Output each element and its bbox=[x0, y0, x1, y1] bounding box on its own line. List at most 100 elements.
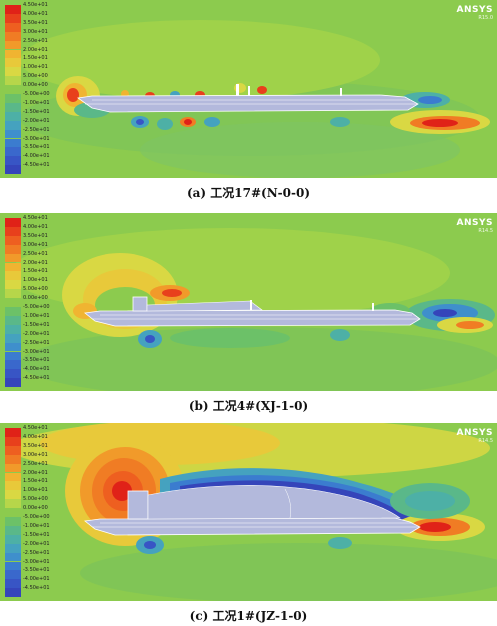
legend-label: -1.50e+01 bbox=[23, 321, 50, 328]
legend-swatch bbox=[5, 333, 21, 343]
legend-entry: 2.50e+01 bbox=[5, 461, 57, 476]
legend-swatch bbox=[5, 552, 21, 562]
contour-panel-b: 4.50e+01 4.00e+01 3.50e+01 3.00e+01 2.50e+01… bbox=[0, 213, 497, 391]
contour-plot-a bbox=[0, 0, 497, 178]
legend-label: -4.50e+01 bbox=[23, 375, 50, 382]
legend-swatch bbox=[5, 534, 21, 544]
ansys-brand: ANSYS bbox=[456, 218, 493, 228]
legend-label: 0.00e+00 bbox=[23, 295, 48, 302]
legend-entry: 3.50e+01 bbox=[5, 232, 57, 248]
legend-swatch bbox=[5, 85, 21, 94]
legend-label: -3.00e+01 bbox=[23, 558, 50, 565]
ansys-version: R14.5 bbox=[478, 438, 493, 444]
legend-swatch bbox=[5, 360, 21, 370]
legend-swatch bbox=[5, 147, 21, 157]
contour-panel-c: 4.50e+01 4.00e+01 3.50e+01 3.00e+01 2.50e+01… bbox=[0, 423, 497, 601]
legend-entry: 2.50e+01 bbox=[5, 38, 57, 53]
legend-entry: -3.00e+01 bbox=[5, 349, 57, 364]
legend-swatch bbox=[5, 561, 21, 571]
legend-entry: 5.00e+00 bbox=[5, 496, 57, 511]
legend-entry: 1.50e+01 bbox=[5, 478, 57, 493]
ansys-brand: ANSYS bbox=[456, 428, 493, 438]
contour-panel-a: 4.50e+01 4.00e+01 3.50e+01 3.00e+01 2.50e+01… bbox=[0, 0, 497, 178]
ansys-version: R15.0 bbox=[478, 15, 493, 21]
legend-label: -5.00e+00 bbox=[23, 514, 50, 520]
legend-entry: -4.00e+01 bbox=[5, 576, 57, 591]
legend-entry: 1.00e+01 bbox=[5, 64, 57, 79]
legend-entry: 4.50e+01 bbox=[5, 425, 57, 440]
legend-swatch bbox=[5, 454, 21, 464]
legend-entry: 3.50e+01 bbox=[5, 443, 57, 458]
legend-entry: 2.00e+01 bbox=[5, 470, 57, 485]
legend-swatch bbox=[5, 579, 21, 589]
legend-swatch bbox=[5, 58, 21, 68]
legend-entry: -4.50e+01 bbox=[5, 162, 57, 177]
legend-swatch bbox=[5, 517, 21, 526]
legend-swatch bbox=[5, 298, 21, 307]
legend-label: 4.00e+01 bbox=[23, 433, 48, 440]
legend-entry: 1.50e+01 bbox=[5, 55, 57, 70]
color-legend: 4.50e+01 4.00e+01 3.50e+01 3.00e+01 2.50e+01… bbox=[5, 215, 57, 390]
color-legend: 4.50e+01 4.00e+01 3.50e+01 3.00e+01 2.50e+01… bbox=[5, 2, 57, 177]
legend-entry: -1.50e+01 bbox=[5, 321, 57, 337]
legend-entry: 3.00e+01 bbox=[5, 241, 57, 257]
legend-swatch bbox=[5, 351, 21, 361]
legend-entry: -2.00e+01 bbox=[5, 331, 57, 346]
legend-label: -4.50e+01 bbox=[23, 162, 50, 169]
legend-entry: 1.00e+01 bbox=[5, 277, 57, 292]
legend-swatch bbox=[5, 67, 21, 77]
legend-swatch bbox=[5, 165, 21, 175]
legend-swatch bbox=[5, 40, 21, 50]
legend-entry: -4.50e+01 bbox=[5, 375, 57, 390]
legend-entry: -3.50e+01 bbox=[5, 357, 57, 372]
legend-label: 3.50e+01 bbox=[23, 232, 48, 239]
legend-label: 1.00e+01 bbox=[23, 277, 48, 284]
legend-entry: -4.50e+01 bbox=[5, 585, 57, 600]
legend-label: -2.00e+01 bbox=[23, 540, 50, 547]
legend-entry: 2.50e+01 bbox=[5, 250, 57, 266]
legend-swatch bbox=[5, 481, 21, 491]
legend-swatch bbox=[5, 218, 21, 227]
legend-swatch bbox=[5, 244, 21, 254]
legend-swatch bbox=[5, 280, 21, 290]
legend-swatch bbox=[5, 129, 21, 139]
legend-entry: -1.50e+01 bbox=[5, 109, 57, 124]
legend-entry: 0.00e+00 bbox=[5, 505, 57, 520]
legend-swatch bbox=[5, 499, 21, 509]
legend-label: 5.00e+00 bbox=[23, 496, 48, 503]
legend-swatch bbox=[5, 120, 21, 130]
caption-b: (b) 工况4#(XJ-1-0) bbox=[188, 399, 309, 413]
legend-label: -3.50e+01 bbox=[23, 567, 50, 574]
legend-label: -5.00e+00 bbox=[23, 304, 50, 310]
legend-label: -1.50e+01 bbox=[23, 531, 50, 538]
legend-label: 2.50e+01 bbox=[23, 250, 48, 257]
legend-label: 4.50e+01 bbox=[23, 2, 48, 8]
legend-entry: -1.00e+01 bbox=[5, 313, 57, 328]
legend-swatch bbox=[5, 22, 21, 32]
legend-label: 4.50e+01 bbox=[23, 215, 48, 221]
legend-swatch bbox=[5, 111, 21, 121]
legend-swatch bbox=[5, 490, 21, 500]
legend-swatch bbox=[5, 378, 21, 388]
ansys-logo: ANSYS R14.5 bbox=[457, 428, 493, 444]
legend-entry: -5.00e+00 bbox=[5, 304, 57, 319]
legend-swatch bbox=[5, 445, 21, 455]
legend-swatch bbox=[5, 253, 21, 263]
legend-swatch bbox=[5, 235, 21, 245]
legend-entry: 4.00e+01 bbox=[5, 10, 57, 26]
legend-swatch bbox=[5, 289, 21, 299]
legend-label: 1.00e+01 bbox=[23, 487, 48, 494]
legend-label: 4.00e+01 bbox=[23, 10, 48, 17]
legend-swatch bbox=[5, 76, 21, 86]
legend-label: -2.00e+01 bbox=[23, 117, 50, 124]
legend-entry: 1.50e+01 bbox=[5, 268, 57, 283]
legend-swatch bbox=[5, 428, 21, 437]
legend-entry: 3.50e+01 bbox=[5, 20, 57, 35]
legend-entry: 4.50e+01 bbox=[5, 2, 57, 17]
legend-label: -2.50e+01 bbox=[23, 339, 50, 346]
legend-label: 3.00e+01 bbox=[23, 241, 48, 248]
legend-swatch bbox=[5, 436, 21, 446]
legend-entry: -4.00e+01 bbox=[5, 153, 57, 168]
legend-label: -2.50e+01 bbox=[23, 549, 50, 556]
legend-entry: -2.50e+01 bbox=[5, 549, 57, 565]
